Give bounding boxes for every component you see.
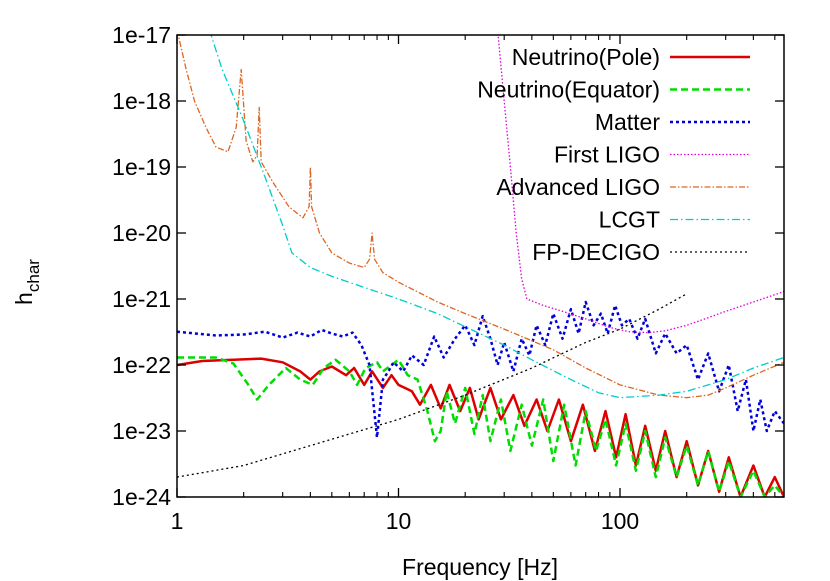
y-tick-label: 1e-17 [112,22,171,48]
y-tick-label: 1e-19 [112,154,171,180]
series-line-neutrino-equator [177,356,784,497]
y-axis-label-subscript: char [24,259,43,292]
series-line-fp-decigo [177,293,688,478]
series-line-first-ligo [497,35,784,334]
legend-label-first-ligo: First LIGO [554,142,660,168]
x-tick-label: 1 [171,508,184,534]
legend-label-advanced-ligo: Advanced LIGO [496,174,660,200]
y-tick-label: 1e-22 [112,352,171,378]
y-axis-label: hchar [11,259,43,305]
series-layer [177,35,784,497]
tick-layer: 1 10 100 1e-17 1e-18 1e-19 1e-20 1e-21 1e-22 1e-2… [112,22,784,534]
y-tick-label: 1e-20 [112,220,171,246]
x-tick-label: 10 [386,508,412,534]
series-line-neutrino-pole [177,357,784,497]
legend-label-neutrino-equator: Neutrino(Equator) [477,77,660,103]
legend-label-lcgt: LCGT [599,207,660,233]
series-line-lcgt [210,35,784,399]
legend-label-fp-decigo: FP-DECIGO [532,239,660,265]
x-axis-label: Frequency [Hz] [402,554,558,580]
series-line-advanced-ligo [177,35,784,399]
x-tick-label: 100 [601,508,639,534]
y-axis-label-main: h [11,292,37,305]
series-line-matter [177,300,784,439]
plot-frame [176,34,785,498]
legend-label-matter: Matter [595,109,661,135]
y-tick-label: 1e-24 [112,484,171,510]
y-tick-label: 1e-21 [112,286,171,312]
legend-label-neutrino-pole: Neutrino(Pole) [512,44,660,70]
y-tick-label: 1e-23 [112,418,171,444]
legend: Neutrino(Pole) Neutrino(Equator) Matter Fir… [477,44,750,265]
y-tick-label: 1e-18 [112,88,171,114]
